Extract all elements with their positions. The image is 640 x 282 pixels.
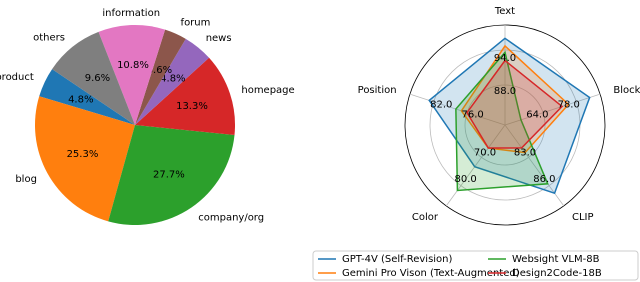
slice-label: blog: [15, 174, 37, 185]
radial-tick-label: 82.0: [430, 99, 452, 110]
axis-label: Block-Match: [613, 85, 640, 96]
pie-slice: [135, 57, 235, 135]
slice-value: 3.6%: [147, 65, 172, 76]
radar-area: [455, 50, 549, 192]
radial-tick-label: 64.0: [526, 109, 548, 120]
slice-value: 10.8%: [117, 60, 149, 71]
radial-tick-label: 88.0: [494, 86, 516, 97]
slice-label: news: [206, 33, 232, 44]
spoke: [409, 93, 506, 126]
radial-tick-label: 86.0: [533, 174, 555, 185]
legend-label: Gemini Pro Vison (Text-Augmented): [342, 268, 520, 279]
slice-label: product: [0, 72, 34, 83]
slice-label: others: [33, 33, 65, 44]
pie-slice: [52, 31, 136, 126]
axis-label: Color: [412, 212, 439, 223]
legend-label: Websight VLM-8B: [512, 254, 600, 265]
pie-slice: [34, 96, 136, 222]
pie-slice: [98, 25, 166, 125]
radial-tick-label: 76.0: [462, 109, 484, 120]
pie-slice: [135, 29, 186, 125]
slice-value: 25.3%: [67, 149, 99, 160]
radial-tick-label: 94.0: [494, 53, 516, 64]
slice-value: 4.8%: [68, 94, 93, 105]
radial-tick-label: 80.0: [454, 174, 476, 185]
legend: GPT-4V (Self-Revision) Gemini Pro Vison (…: [312, 250, 639, 281]
spoke: [445, 124, 506, 207]
slice-value: 9.6%: [85, 73, 110, 84]
slice-value: 27.7%: [153, 170, 185, 181]
axis-label: Text: [494, 6, 515, 17]
pie-slice: [39, 69, 136, 125]
slice-value: 13.3%: [176, 101, 208, 112]
slice-label: information: [102, 8, 160, 19]
legend-label: Design2Code-18B: [512, 268, 602, 279]
legend-frame: [312, 250, 639, 281]
radial-tick-label: 78.0: [558, 99, 580, 110]
radar-area: [428, 37, 591, 195]
legend-label: GPT-4V (Self-Revision): [342, 254, 453, 265]
pie-slice: [108, 125, 235, 225]
radial-tick-label: 83.0: [514, 148, 536, 159]
pie-slice: [135, 38, 210, 125]
slice-label: homepage: [241, 85, 294, 96]
axis-label: Position: [358, 85, 397, 96]
radial-tick-label: 70.0: [474, 148, 496, 159]
radar-area: [466, 59, 564, 149]
axis-label: CLIP: [572, 212, 594, 223]
slice-value: 4.8%: [160, 73, 185, 84]
slice-label: forum: [181, 18, 211, 29]
slice-label: company/org: [198, 212, 264, 223]
